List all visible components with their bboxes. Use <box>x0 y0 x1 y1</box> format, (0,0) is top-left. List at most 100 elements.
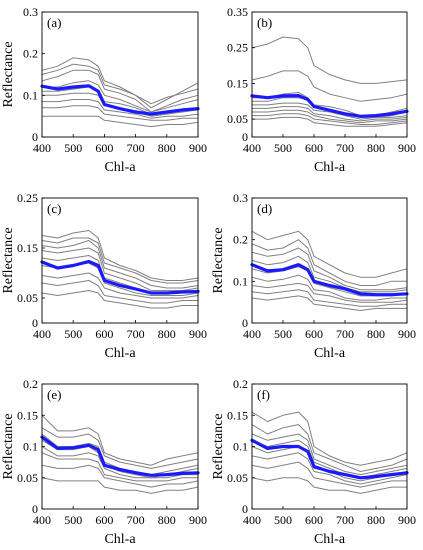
spectrum-line <box>41 452 198 482</box>
y-axis-title: Reflectance <box>1 41 16 107</box>
spectrum-line <box>251 424 408 472</box>
spectrum-line <box>42 99 199 119</box>
spectrum-line <box>251 477 407 494</box>
mean-spectrum-line <box>250 94 409 118</box>
mean-spectrum-line <box>40 84 200 116</box>
x-tick-label: 700 <box>127 513 145 527</box>
spectrum-line <box>41 280 198 304</box>
mean-spectrum-line <box>40 435 200 477</box>
spectrum-line <box>41 230 199 281</box>
x-axis-title: Chl-a <box>104 532 136 547</box>
panel-label: (d) <box>257 201 272 216</box>
y-tick-label: 0.2 <box>23 377 38 391</box>
y-axis-title: Reflectance <box>1 227 16 293</box>
x-tick-label: 500 <box>274 513 292 527</box>
panel-label: (e) <box>47 387 61 402</box>
spectrum-line <box>251 239 407 286</box>
x-tick-label: 500 <box>274 141 292 155</box>
x-tick-label: 700 <box>336 327 354 341</box>
y-tick-label: 0 <box>32 502 38 516</box>
y-tick-label: 0 <box>32 130 38 144</box>
x-tick-label: 700 <box>336 513 354 527</box>
y-tick-label: 0.05 <box>17 291 38 305</box>
x-tick-label: 900 <box>398 327 416 341</box>
x-axis-title: Chl-a <box>104 346 136 361</box>
panel-label: (c) <box>47 201 61 216</box>
x-tick-label: 800 <box>367 327 385 341</box>
spectrum-line <box>42 105 198 121</box>
spectrum-line <box>41 69 199 113</box>
x-tick-label: 400 <box>33 141 51 155</box>
x-tick-label: 800 <box>367 513 385 527</box>
panel-label: (b) <box>257 15 272 30</box>
x-axis-title: Chl-a <box>314 160 346 175</box>
x-tick-label: 900 <box>189 513 207 527</box>
spectrum-line <box>252 116 408 127</box>
spectrum-line <box>252 106 408 122</box>
x-tick-label: 600 <box>305 141 323 155</box>
y-tick-label: 0.1 <box>23 88 38 102</box>
y-tick-label: 0.05 <box>227 112 248 126</box>
spectrum-line <box>41 272 199 299</box>
y-tick-label: 0 <box>242 130 248 144</box>
x-tick-label: 700 <box>336 141 354 155</box>
x-axis-title: Chl-a <box>314 532 346 547</box>
x-tick-label: 800 <box>158 141 176 155</box>
y-tick-label: 0.2 <box>23 47 38 61</box>
panel-label: (f) <box>257 387 270 402</box>
spectrum-line <box>252 109 408 124</box>
spectrum-line <box>41 240 199 289</box>
y-tick-label: 0.2 <box>233 233 248 247</box>
spectrum-line <box>41 255 199 294</box>
spectrum-line <box>41 477 199 494</box>
spectrum-line <box>251 295 407 311</box>
spectrum-line <box>252 113 408 125</box>
spectrum-line <box>41 414 199 466</box>
x-tick-label: 800 <box>158 327 176 341</box>
y-tick-label: 0.3 <box>23 5 38 19</box>
x-tick-label: 400 <box>243 327 261 341</box>
y-tick-label: 0.2 <box>233 377 248 391</box>
y-tick-label: 0.25 <box>227 41 248 55</box>
x-tick-label: 600 <box>305 513 323 527</box>
x-tick-label: 400 <box>33 327 51 341</box>
chart-panel-1: 400 500 600 700 800 900 0 0.1 0.2 0.3 (a) Chl-a Refl… <box>1 5 207 175</box>
x-tick-label: 900 <box>189 141 207 155</box>
spectrum-line <box>41 464 199 488</box>
spectrum-line <box>41 427 199 469</box>
y-axis-title: Reflectance <box>211 227 226 293</box>
x-tick-label: 700 <box>127 141 145 155</box>
y-tick-label: 0.1 <box>233 440 248 454</box>
spectrum-line <box>251 439 408 479</box>
plot-frame <box>251 11 408 138</box>
mean-spectrum-line <box>250 263 409 297</box>
y-tick-label: 0 <box>32 316 38 330</box>
spectrum-line <box>251 452 408 485</box>
spectrum-line <box>251 411 408 466</box>
mean-spectrum-line <box>40 259 200 295</box>
y-tick-label: 0.15 <box>227 408 248 422</box>
panel-label: (a) <box>47 15 61 30</box>
y-tick-label: 0.35 <box>227 5 248 19</box>
spectrum-line <box>41 237 199 284</box>
spectrum-line <box>42 92 199 117</box>
x-tick-label: 500 <box>274 327 292 341</box>
x-tick-label: 600 <box>305 327 323 341</box>
y-tick-label: 0 <box>242 502 248 516</box>
y-axis-title: Reflectance <box>1 413 16 479</box>
y-tick-label: 0.15 <box>17 408 38 422</box>
x-axis-title: Chl-a <box>314 346 346 361</box>
chart-panel-2: 400 500 600 700 800 900 0 0.05 0.15 0.25 0.35 (b) Ch… <box>227 5 416 175</box>
spectrum-line <box>41 290 198 309</box>
mean-spectrum-line <box>250 438 409 480</box>
spectrum-line <box>251 255 408 293</box>
x-tick-label: 400 <box>243 141 261 155</box>
x-tick-label: 600 <box>95 141 113 155</box>
y-tick-label: 0.15 <box>17 241 38 255</box>
x-tick-label: 700 <box>127 327 145 341</box>
spectrum-line <box>251 282 408 303</box>
x-tick-label: 500 <box>64 513 82 527</box>
y-tick-label: 0.1 <box>23 440 38 454</box>
x-tick-label: 400 <box>33 513 51 527</box>
